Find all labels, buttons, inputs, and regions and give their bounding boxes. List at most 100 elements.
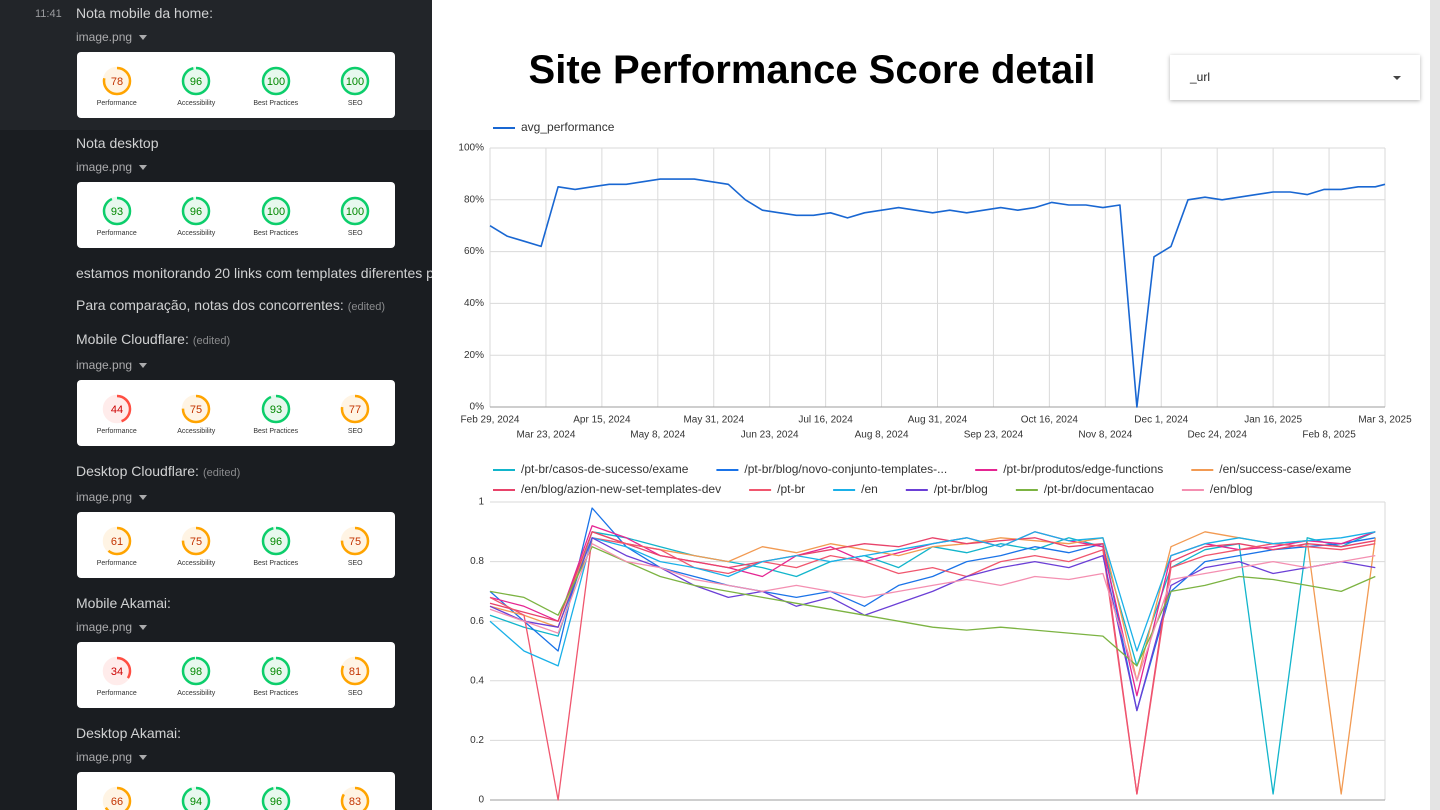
score: 44 Performance [80, 392, 154, 435]
message-body: Desktop Cloudflare: [76, 463, 199, 479]
x-tick-label: Dec 1, 2024 [1134, 415, 1188, 426]
message: Para comparação, notas dos concorrentes:… [0, 292, 432, 326]
series-line [489, 546, 1376, 667]
series-line [489, 537, 1376, 801]
score-gauge: 66 [102, 786, 131, 810]
caret [139, 362, 148, 368]
score-value: 100 [267, 205, 285, 217]
series-line [489, 531, 1376, 667]
score: 34 Performance [80, 654, 154, 697]
caret [139, 34, 148, 40]
score: 94Accessibility [159, 784, 233, 810]
message-text: Desktop Cloudflare: (edited) [76, 460, 432, 484]
score-value: 75 [190, 403, 202, 415]
score-value: 75 [190, 535, 202, 547]
message: Desktop Akamai: image.png 66Performance94A… [0, 720, 432, 810]
gauge-arc [261, 196, 290, 225]
score: 66Performance [80, 784, 154, 810]
attachment-name: image.png [76, 490, 133, 504]
message: Mobile Cloudflare: (edited) image.png 44 Per… [0, 326, 432, 458]
score-gauge: 94 [182, 786, 211, 810]
message: Nota desktop image.png 93 Performance 96 Acce… [0, 130, 432, 260]
series-line [489, 531, 1376, 795]
score: 96 Accessibility [159, 194, 233, 237]
score-label: Accessibility [177, 559, 216, 567]
score-value: 96 [270, 665, 282, 677]
legend-label: /pt-br/documentacao [1044, 482, 1154, 496]
score-label: Performance [96, 229, 137, 237]
attachment: image.png [76, 352, 432, 378]
message-body: Nota desktop [76, 135, 159, 151]
x-tick-label: Feb 8, 2025 [1302, 430, 1356, 441]
score-gauge: 61 [102, 526, 131, 555]
x-tick-label: Feb 29, 2024 [461, 415, 520, 426]
legend-label: /pt-br/casos-de-sucesso/exame [521, 462, 689, 476]
score-label: Performance [96, 427, 137, 435]
score-gauge: 96 [261, 526, 290, 555]
gauge-arc [102, 196, 131, 225]
attachment-toggle [139, 362, 148, 368]
attachment-name: image.png [76, 620, 133, 634]
score-label: Best Practices [253, 559, 299, 567]
score-value: 78 [111, 75, 123, 87]
chat-panel: 11:41 Nota mobile da home: image.png 78 Perf… [0, 0, 432, 810]
series-line [489, 537, 1376, 712]
message-text: Mobile Akamai: [76, 592, 432, 614]
attachment: image.png [76, 614, 432, 640]
score-label: Accessibility [177, 427, 216, 435]
y-tick-label: 20% [464, 350, 484, 361]
gauge-arc [341, 196, 370, 225]
score-gauge: 100 [341, 66, 370, 95]
attachment: image.png [76, 24, 432, 50]
dashboard-title: Site Performance Score detail [528, 48, 1096, 92]
charts: 0% 20% 40% 60% 80% 100% Feb 29, 2024 Mar 23, 20… [458, 120, 1412, 805]
legend-label: /pt-br/blog [934, 482, 988, 496]
score-gauge: 83 [341, 786, 370, 810]
x-tick-label: Mar 3, 2025 [1358, 415, 1412, 426]
legend-label: /en [861, 482, 878, 496]
x-tick-label: Apr 15, 2024 [573, 415, 631, 426]
score-label: SEO [347, 559, 363, 567]
score-value: 94 [190, 795, 202, 807]
gauge-arc [102, 656, 131, 685]
score: 83SEO [318, 784, 392, 810]
y-tick-label: 0.6 [470, 616, 484, 627]
x-tick-label: May 31, 2024 [683, 415, 744, 426]
score: 75 SEO [318, 524, 392, 567]
legend-label: /en/blog/azion-new-set-templates-dev [521, 482, 721, 496]
gauge-arc [182, 66, 211, 95]
message-body: Desktop Akamai: [76, 725, 182, 741]
score-value: 98 [190, 665, 202, 677]
edited-marker: (edited) [202, 467, 241, 479]
score-label: SEO [347, 427, 363, 435]
edited-marker: (edited) [347, 301, 385, 313]
score-gauge: 78 [102, 66, 131, 95]
message-body: estamos monitorando 20 links com templat… [76, 265, 432, 281]
x-tick-label: Aug 31, 2024 [908, 415, 968, 426]
score-label: Best Practices [253, 99, 299, 107]
score-value: 34 [111, 665, 123, 677]
legend-label: /en/success-case/exame [1219, 462, 1351, 476]
gauge-arc [261, 656, 290, 685]
score-gauge: 96 [182, 196, 211, 225]
score: 75 Accessibility [159, 524, 233, 567]
gauge-arc [102, 786, 131, 810]
x-tick-label: Dec 24, 2024 [1187, 430, 1247, 441]
gauge-arc [182, 394, 211, 423]
message: Desktop Cloudflare: (edited) image.png 61 Pe… [0, 458, 432, 590]
score: 96 Accessibility [159, 64, 233, 107]
score-gauge: 93 [261, 394, 290, 423]
score: 75 Accessibility [159, 392, 233, 435]
x-tick-label: Jul 16, 2024 [798, 415, 853, 426]
gauge-arc [102, 394, 131, 423]
message-text: Para comparação, notas dos concorrentes:… [76, 294, 432, 318]
score-card: 78 Performance 96 Accessibility 100 Best Prac… [77, 52, 395, 118]
score-value: 77 [349, 403, 361, 415]
score: 100 Best Practices [239, 64, 313, 107]
score: 61 Performance [80, 524, 154, 567]
message-body: Para comparação, notas dos concorrentes: [76, 297, 344, 313]
url-dropdown[interactable]: _url [1170, 55, 1420, 100]
